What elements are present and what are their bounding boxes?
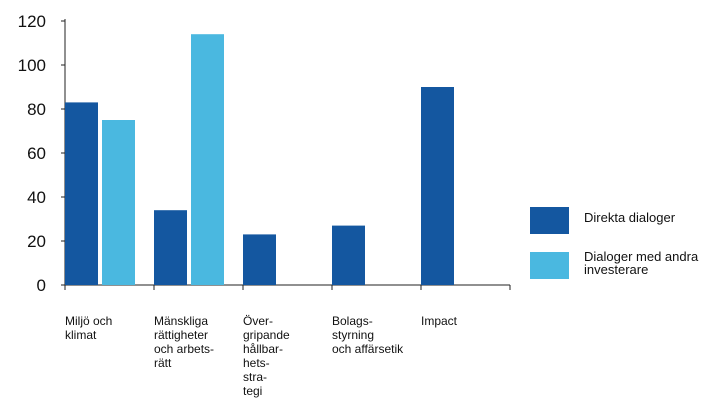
x-category-line: och arbets- — [154, 342, 214, 356]
x-axis — [64, 284, 511, 290]
x-category-label: Över-gripande hållbar-hets-stra-tegi — [243, 314, 290, 398]
y-tick-label: 40 — [27, 188, 46, 207]
bar-andra-1 — [191, 34, 224, 286]
y-tick-label: 60 — [27, 144, 46, 163]
x-category-line: Impact — [421, 314, 458, 328]
x-category-line: Mänskliga — [154, 314, 208, 328]
y-axis: 0 20 40 60 80 100 120 — [18, 12, 66, 295]
x-category-label: Bolags-styrning och affärsetik — [332, 314, 404, 356]
legend-label-line: Direkta dialoger — [584, 210, 676, 225]
legend-label-line: investerare — [584, 262, 648, 277]
legend-swatch — [530, 252, 569, 279]
x-category-line: rättigheter — [154, 328, 208, 342]
x-category-line: hållbar- — [243, 342, 283, 356]
x-category-line: tegi — [243, 384, 262, 398]
x-category-line: Över- — [243, 314, 273, 328]
x-category-line: Miljö och — [65, 314, 112, 328]
x-category-line: rätt — [154, 356, 172, 370]
y-tick-label: 100 — [18, 56, 46, 75]
y-tick-label: 20 — [27, 232, 46, 251]
x-category-label: Impact — [421, 314, 458, 328]
bar-direkta-0 — [65, 102, 98, 286]
legend-label: Direkta dialoger — [584, 210, 676, 225]
y-tick-label: 120 — [18, 12, 46, 31]
bar-direkta-4 — [421, 87, 454, 285]
legend-label: Dialoger med andra investerare — [584, 249, 699, 277]
legend: Direkta dialoger Dialoger med andra invest… — [530, 207, 699, 279]
bar-direkta-2 — [243, 234, 276, 285]
x-category-line: hets- — [243, 356, 270, 370]
x-category-line: gripande — [243, 328, 290, 342]
bar-direkta-3 — [332, 225, 365, 285]
x-category-line: klimat — [65, 328, 97, 342]
y-tick-label: 80 — [27, 100, 46, 119]
x-category-line: stra- — [243, 370, 267, 384]
x-category-line: Bolags- — [332, 314, 373, 328]
x-category-label: Mänskliga rättigheter och arbets-rätt — [154, 314, 214, 370]
bar-direkta-1 — [154, 210, 187, 285]
legend-label-line: Dialoger med andra — [584, 249, 699, 264]
x-category-line: styrning — [332, 328, 374, 342]
bar-andra-0 — [102, 120, 135, 285]
legend-swatch — [530, 207, 569, 234]
y-tick-label: 0 — [37, 276, 46, 295]
x-category-label: Miljö och klimat — [65, 314, 112, 342]
x-category-line: och affärsetik — [332, 342, 404, 356]
bars — [65, 34, 454, 286]
